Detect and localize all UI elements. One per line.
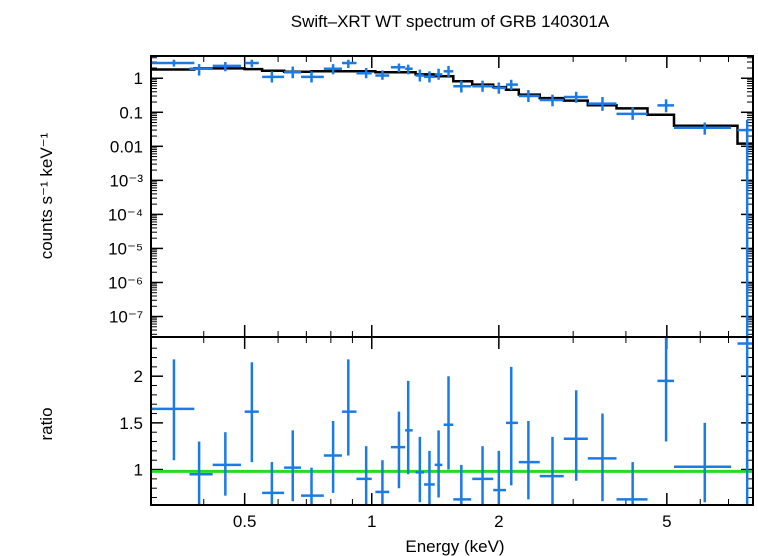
data-point — [323, 64, 342, 75]
data-point — [375, 460, 390, 505]
data-point — [587, 97, 617, 111]
data-point — [415, 436, 425, 503]
data-point — [506, 79, 518, 91]
y-tick-label: 1.5 — [119, 414, 143, 433]
data-point — [737, 119, 753, 337]
data-point — [212, 61, 241, 72]
data-point — [506, 366, 518, 486]
y-tick-label: 10⁻³ — [109, 171, 143, 190]
data-point — [244, 59, 259, 68]
chart-title: Swift–XRT WT spectrum of GRB 140301A — [291, 12, 610, 31]
data-point — [356, 446, 372, 505]
y-tick-label: 0.01 — [110, 137, 143, 156]
data-point — [244, 362, 259, 463]
data-point — [616, 462, 648, 505]
y-tick-label: 1 — [134, 461, 143, 480]
data-point — [415, 69, 425, 82]
data-point — [616, 107, 648, 120]
data-point — [587, 413, 617, 502]
spectrum-panel-frame — [150, 55, 754, 338]
data-point — [341, 59, 357, 68]
data-point — [189, 64, 213, 76]
data-point — [341, 359, 357, 456]
data-point — [356, 67, 372, 79]
data-point — [262, 71, 285, 83]
data-point — [434, 430, 443, 498]
data-point — [518, 421, 540, 500]
data-point — [674, 122, 732, 135]
data-point — [189, 441, 213, 505]
x-axis-label: Energy (keV) — [405, 537, 504, 556]
data-point — [539, 94, 564, 107]
y-tick-label: 2 — [134, 367, 143, 386]
data-point — [472, 446, 494, 505]
data-point — [493, 82, 507, 94]
data-point — [563, 390, 588, 481]
data-point — [424, 450, 435, 505]
data-point — [323, 421, 342, 493]
data-point — [443, 65, 454, 77]
data-point — [472, 80, 494, 92]
data-point — [443, 376, 454, 470]
data-point — [301, 71, 324, 83]
data-point — [151, 59, 195, 67]
data-point — [390, 63, 406, 73]
ratio-panel-frame — [150, 336, 754, 506]
data-point — [212, 432, 241, 496]
data-point — [151, 359, 195, 461]
data-point — [518, 90, 540, 103]
data-point — [539, 436, 564, 505]
x-tick-label: 2 — [494, 512, 503, 531]
ratio-panel: 11.52 — [119, 337, 753, 505]
data-point — [284, 430, 302, 502]
data-point — [657, 99, 675, 113]
data-point — [262, 462, 285, 505]
data-point — [657, 337, 675, 442]
data-point — [674, 422, 732, 503]
y-tick-label: 10⁻⁷ — [109, 308, 143, 327]
y-tick-label: 10⁻⁴ — [108, 205, 143, 224]
data-point — [405, 380, 413, 475]
y-tick-label: 1 — [134, 69, 143, 88]
data-point — [434, 68, 443, 80]
x-tick-label: 5 — [662, 512, 671, 531]
data-point — [453, 80, 472, 93]
x-tick-label: 1 — [367, 512, 376, 531]
ratio-y-axis-label: ratio — [37, 407, 56, 440]
data-point — [493, 450, 507, 505]
data-point — [390, 411, 406, 489]
x-tick-label: 0.5 — [233, 512, 257, 531]
y-tick-label: 0.1 — [119, 103, 143, 122]
spectrum-panel: 1 0.1 0.01 10⁻³ 10⁻⁴ 10⁻⁵ 10⁻⁶ 10⁻⁷ — [108, 56, 753, 337]
data-point — [405, 64, 413, 75]
data-point — [563, 91, 588, 103]
spectrum-y-axis-label: counts s⁻¹ keV⁻¹ — [37, 132, 56, 259]
y-tick-label: 10⁻⁵ — [108, 239, 143, 258]
data-point — [301, 467, 324, 505]
data-point — [424, 71, 435, 83]
data-point — [453, 464, 472, 505]
y-tick-label: 10⁻⁶ — [108, 273, 143, 292]
data-point — [737, 337, 753, 505]
data-point — [375, 70, 390, 80]
data-point — [284, 66, 302, 79]
